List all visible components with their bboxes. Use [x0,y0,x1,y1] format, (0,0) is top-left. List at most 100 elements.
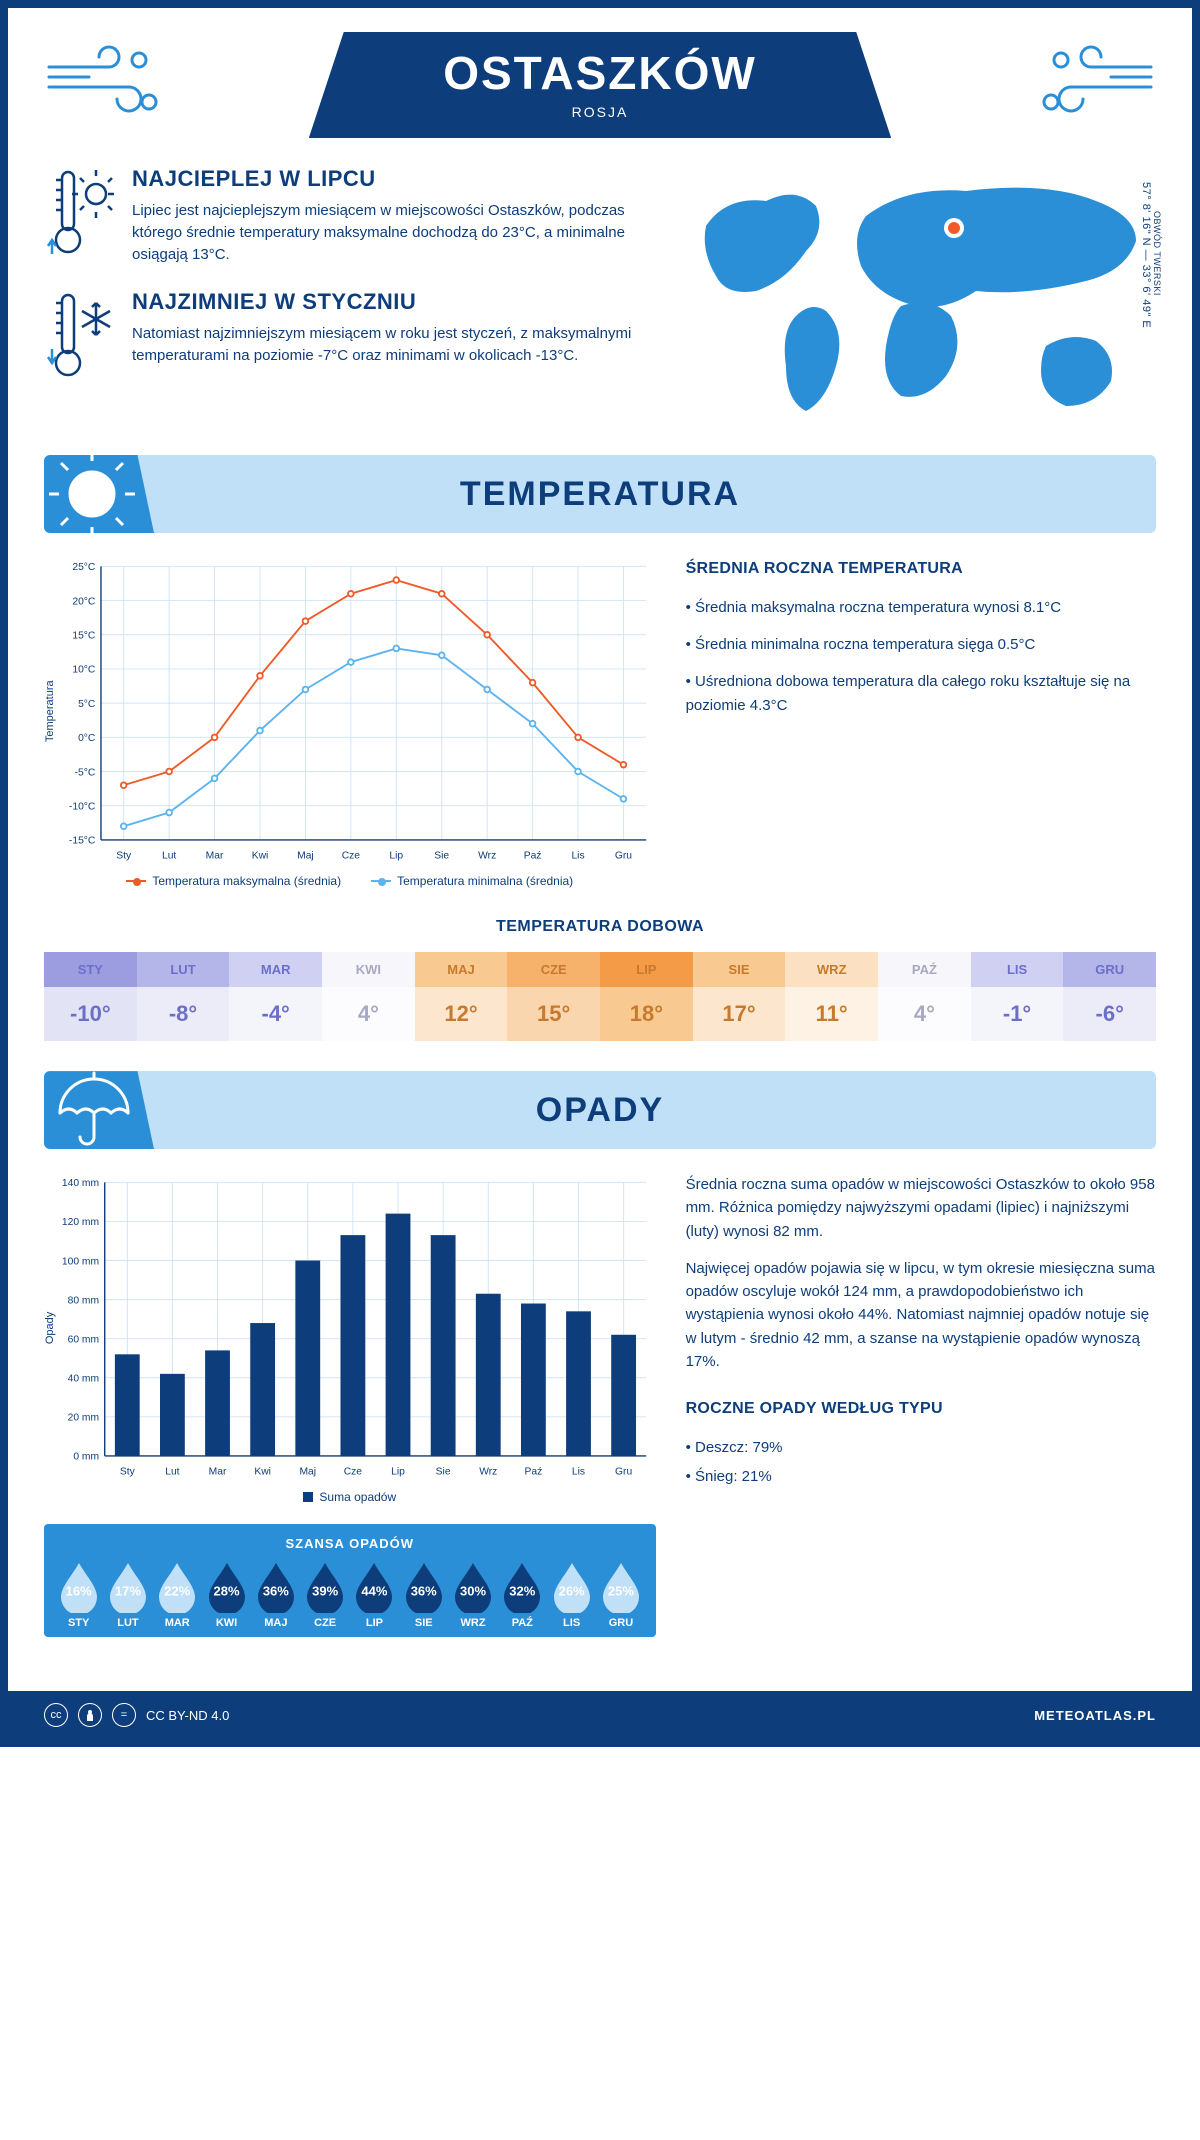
warm-fact-title: NAJCIEPLEJ W LIPCU [132,166,652,192]
drop-cell: 44% LIP [350,1561,399,1629]
svg-text:Sty: Sty [116,851,132,862]
svg-text:Lut: Lut [165,1467,179,1478]
svg-text:Gru: Gru [615,851,632,862]
svg-text:Lip: Lip [391,1467,405,1478]
drop-cell: 36% SIE [399,1561,448,1629]
svg-text:80 mm: 80 mm [68,1295,99,1306]
daily-cell: KWI4° [322,952,415,1041]
site-name: METEOATLAS.PL [1034,1708,1156,1723]
license-text: CC BY-ND 4.0 [146,1708,229,1723]
cold-fact: NAJZIMNIEJ W STYCZNIU Natomiast najzimni… [44,289,652,385]
svg-text:Sie: Sie [436,1467,451,1478]
svg-text:20°C: 20°C [72,596,96,607]
legend-max: Temperatura maksymalna (średnia) [126,874,341,888]
intro-row: NAJCIEPLEJ W LIPCU Lipiec jest najcieple… [44,166,1156,431]
daily-cell: LIS-1° [971,952,1064,1041]
daily-cell: STY-10° [44,952,137,1041]
precipitation-side-text: Średnia roczna suma opadów w miejscowośc… [686,1173,1156,1637]
title-block: OSTASZKÓW ROSJA [184,32,1016,138]
svg-text:Wrz: Wrz [478,851,496,862]
temperature-title: TEMPERATURA [154,475,1156,514]
warm-fact: NAJCIEPLEJ W LIPCU Lipiec jest najcieple… [44,166,652,265]
svg-text:0°C: 0°C [78,733,96,744]
daily-cell: SIE17° [693,952,786,1041]
svg-text:Lip: Lip [389,851,403,862]
drop-cell: 39% CZE [300,1561,349,1629]
drop-cell: 32% PAŹ [498,1561,547,1629]
svg-text:Kwi: Kwi [254,1467,271,1478]
drop-cell: 26% LIS [547,1561,596,1629]
legend-precip: Suma opadów [303,1490,396,1504]
drop-cell: 22% MAR [153,1561,202,1629]
daily-cell: MAR-4° [229,952,322,1041]
daily-cell: LIP18° [600,952,693,1041]
drop-cell: 30% WRZ [448,1561,497,1629]
umbrella-icon [44,1071,154,1149]
svg-text:Cze: Cze [344,1467,363,1478]
svg-text:0 mm: 0 mm [73,1452,99,1463]
svg-text:120 mm: 120 mm [62,1217,99,1228]
svg-text:40 mm: 40 mm [68,1374,99,1385]
wind-deco-left [44,32,184,132]
cc-icon: cc [44,1703,68,1727]
svg-text:-15°C: -15°C [69,836,96,847]
precip-probability: SZANSA OPADÓW 16% STY 17% LUT 22% MAR 28… [44,1524,656,1637]
svg-text:140 mm: 140 mm [62,1178,99,1189]
header: OSTASZKÓW ROSJA [44,32,1156,138]
footer: cc = CC BY-ND 4.0 METEOATLAS.PL [8,1691,1192,1739]
svg-text:20 mm: 20 mm [68,1413,99,1424]
svg-text:Kwi: Kwi [252,851,269,862]
city-name: OSTASZKÓW [369,46,831,100]
precipitation-section-head: OPADY [44,1071,1156,1149]
drop-cell: 28% KWI [202,1561,251,1629]
daily-temp-strip: STY-10°LUT-8°MAR-4°KWI4°MAJ12°CZE15°LIP1… [44,952,1156,1041]
drop-cell: 36% MAJ [251,1561,300,1629]
svg-text:Sty: Sty [120,1467,136,1478]
temperature-chart: Temperatura -15°C-10°C-5°C0°C5°C10°C15°C… [44,557,656,888]
daily-cell: CZE15° [507,952,600,1041]
svg-text:Mar: Mar [209,1467,227,1478]
svg-text:25°C: 25°C [72,562,96,573]
by-icon [78,1703,102,1727]
svg-text:Lut: Lut [162,851,176,862]
svg-text:Maj: Maj [299,1467,316,1478]
svg-text:Mar: Mar [206,851,224,862]
svg-text:Paź: Paź [524,851,542,862]
temperature-side-text: ŚREDNIA ROCZNA TEMPERATURA • Średnia mak… [686,557,1156,888]
legend-min: Temperatura minimalna (średnia) [371,874,573,888]
thermometer-hot-icon [44,166,116,262]
cold-fact-text: Natomiast najzimniejszym miesiącem w rok… [132,323,652,367]
daily-cell: GRU-6° [1063,952,1156,1041]
precipitation-chart: Opady 0 mm20 mm40 mm60 mm80 mm100 mm120 … [44,1173,656,1637]
svg-text:5°C: 5°C [78,699,96,710]
nd-icon: = [112,1703,136,1727]
country-name: ROSJA [369,104,831,120]
daily-cell: LUT-8° [137,952,230,1041]
svg-text:15°C: 15°C [72,631,96,642]
daily-cell: WRZ11° [785,952,878,1041]
wind-deco-right [1016,32,1156,132]
daily-temp-title: TEMPERATURA DOBOWA [44,918,1156,936]
svg-text:-5°C: -5°C [75,767,96,778]
svg-text:10°C: 10°C [72,665,96,676]
drop-cell: 16% STY [54,1561,103,1629]
svg-text:Lis: Lis [571,851,584,862]
svg-text:Gru: Gru [615,1467,632,1478]
daily-cell: PAŹ4° [878,952,971,1041]
drop-cell: 25% GRU [596,1561,645,1629]
svg-text:Paź: Paź [525,1467,543,1478]
thermometer-cold-icon [44,289,116,385]
warm-fact-text: Lipiec jest najcieplejszym miesiącem w m… [132,200,652,265]
temperature-section-head: TEMPERATURA [44,455,1156,533]
svg-text:Cze: Cze [342,851,361,862]
cold-fact-title: NAJZIMNIEJ W STYCZNIU [132,289,652,315]
svg-text:Sie: Sie [434,851,449,862]
sun-icon [44,455,154,533]
svg-text:-10°C: -10°C [69,801,96,812]
svg-text:Wrz: Wrz [479,1467,497,1478]
drop-cell: 17% LUT [103,1561,152,1629]
daily-cell: MAJ12° [415,952,508,1041]
svg-text:Lis: Lis [572,1467,585,1478]
world-map: OBWÓD TWERSKI 57° 8' 16" N — 33° 6' 49" … [676,166,1156,431]
svg-text:Maj: Maj [297,851,314,862]
